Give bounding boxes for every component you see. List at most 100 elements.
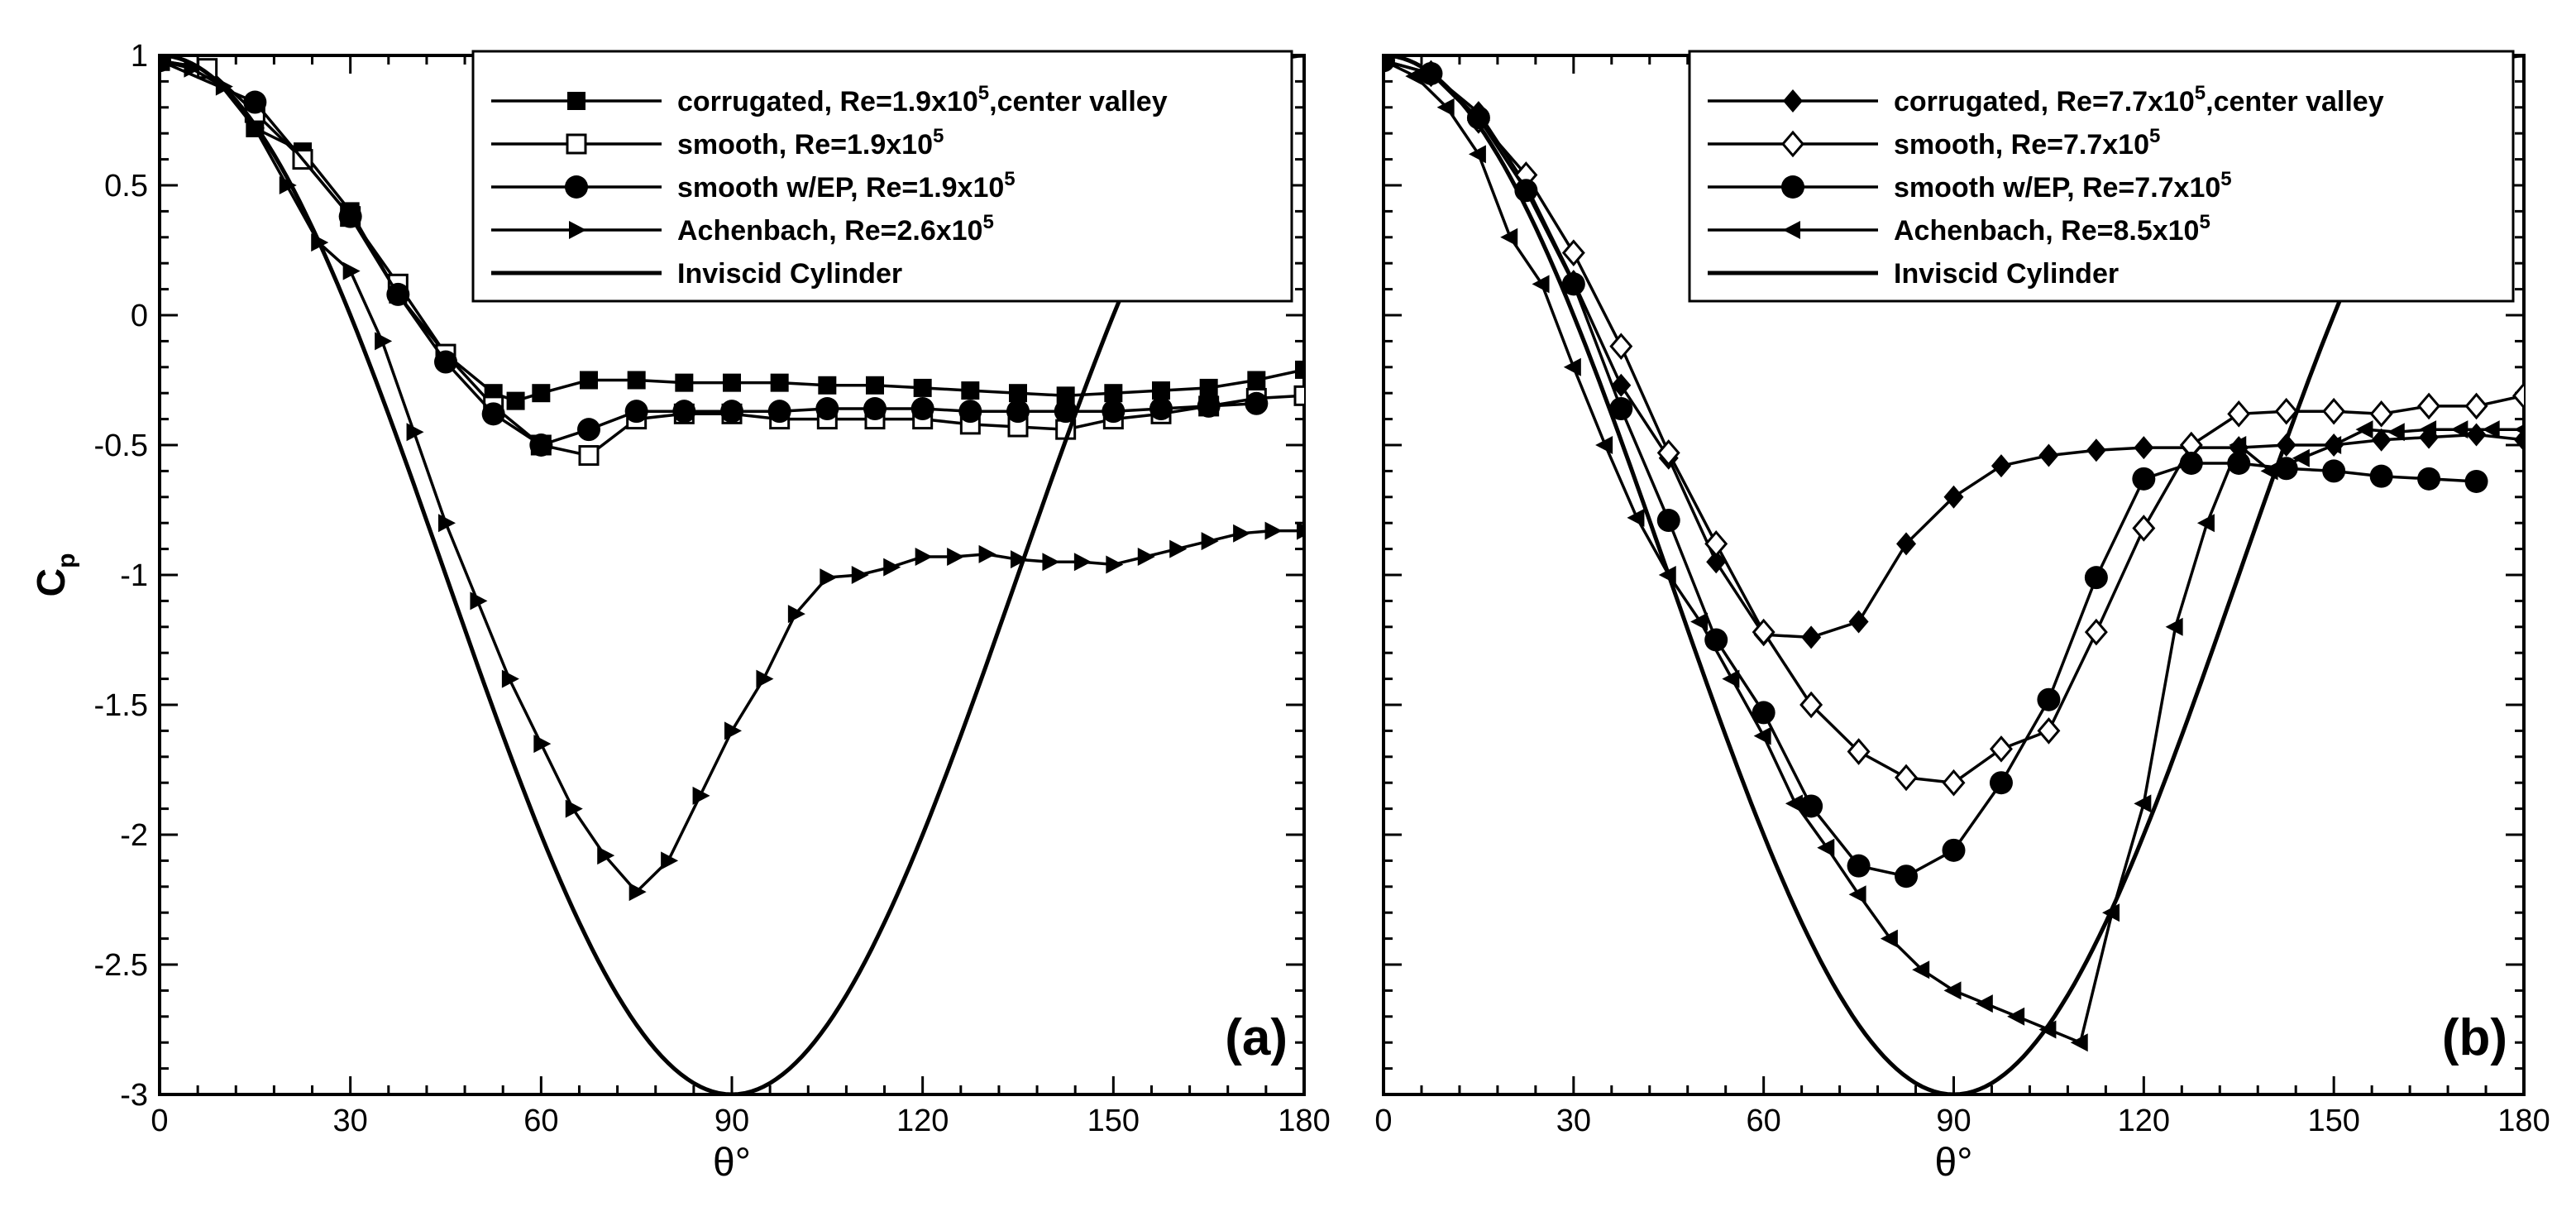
data-point [787, 605, 805, 624]
data-point [1801, 625, 1822, 649]
data-point [1297, 521, 1304, 540]
data-point [1943, 981, 1962, 1000]
x-tick-label: 0 [151, 1104, 168, 1138]
legend-label: smooth w/EP, Re=1.9x105 [677, 168, 1016, 204]
data-point [501, 669, 519, 688]
data-point [1706, 550, 1727, 574]
data-point [1073, 553, 1092, 572]
data-point [1233, 524, 1251, 543]
data-point [1104, 384, 1123, 403]
data-point [2084, 618, 2108, 646]
data-point [2165, 617, 2183, 636]
data-point [2274, 397, 2298, 425]
y-tick-label: -2.5 [94, 948, 148, 983]
legend-label: smooth, Re=1.9x105 [677, 125, 944, 160]
data-point [1942, 838, 1966, 862]
data-point [1468, 145, 1486, 164]
legend-label-sup: 5 [2195, 82, 2206, 104]
data-point [1975, 994, 1993, 1013]
data-point [342, 261, 361, 280]
data-point [1656, 439, 1680, 467]
data-point [958, 400, 982, 424]
data-point [406, 423, 424, 442]
panel-a: 0 30 60 90 120 150 180 1 0.5 0 -0.5 -1 -1.5 -2 -2.5 -3 θ… [30, 39, 1331, 1185]
data-point [2369, 400, 2393, 428]
data-point [243, 90, 267, 114]
data-point [1197, 394, 1221, 418]
legend-label-sup: 5 [2149, 125, 2160, 147]
series-group [1384, 55, 2524, 1094]
series-line-5 [1384, 55, 2524, 1094]
data-point [2417, 467, 2441, 491]
legend-label-main: Inviscid Cylinder [677, 258, 902, 290]
data-point [434, 350, 457, 374]
data-point [1561, 272, 1585, 296]
y-axis-title-sub: p [53, 553, 80, 568]
data-point [1943, 485, 1964, 509]
legend-label-main: smooth, Re=1.9x10 [677, 129, 933, 160]
legend-label-sup: 5 [1004, 168, 1015, 190]
legend-label: Achenbach, Re=8.5x105 [1894, 211, 2210, 247]
data-point [1245, 391, 1269, 415]
data-point [1595, 436, 1613, 454]
data-point [866, 376, 884, 395]
data-point [1201, 532, 1219, 551]
data-point [1264, 521, 1283, 540]
data-point [2179, 451, 2203, 475]
y-tick-label: 1 [131, 39, 148, 74]
data-point [2037, 717, 2061, 745]
data-point [580, 371, 598, 390]
data-point [1199, 378, 1218, 397]
legend-marker [1783, 221, 1800, 239]
data-point [1137, 548, 1155, 567]
legend-label-sup: 5 [2220, 168, 2231, 190]
legend-label: Inviscid Cylinder [677, 258, 902, 290]
data-point [2419, 420, 2437, 439]
data-point [672, 400, 696, 424]
data-point [1991, 454, 2011, 478]
data-point [1011, 550, 1028, 569]
y-axis-title: Cp [30, 553, 80, 597]
data-point [2134, 794, 2152, 813]
data-point [1848, 885, 1866, 904]
data-point [578, 445, 600, 467]
data-point [1848, 610, 1869, 634]
y-tick-label: -1 [120, 558, 148, 593]
data-point [1880, 929, 1898, 948]
data-point [470, 591, 488, 611]
legend-marker [565, 175, 588, 199]
data-point [815, 397, 839, 421]
data-point [1722, 669, 1740, 688]
data-point [375, 332, 393, 351]
data-point [1895, 864, 1919, 888]
data-point [2322, 397, 2346, 425]
legend-box [471, 50, 1293, 303]
data-point [2514, 428, 2524, 452]
x-tick-label: 90 [714, 1104, 749, 1138]
data-point [279, 176, 297, 194]
data-point [1609, 333, 1633, 360]
data-point [1989, 771, 2013, 795]
panel-label: (b) [2442, 1009, 2507, 1066]
data-point [386, 282, 410, 306]
data-point [1704, 628, 1728, 652]
data-point [1690, 612, 1709, 631]
legend-label-sup: 5 [978, 82, 989, 104]
data-point [1752, 618, 1775, 646]
data-point [1006, 400, 1030, 424]
data-point [624, 400, 648, 424]
x-tick-label: 90 [1936, 1104, 1971, 1138]
data-point [1106, 555, 1124, 574]
data-point [1042, 553, 1060, 572]
data-point [1561, 239, 1585, 266]
legend-label: Inviscid Cylinder [1894, 258, 2119, 290]
data-point [2322, 459, 2346, 483]
series-line-5 [160, 55, 1304, 1094]
data-point [2387, 423, 2405, 442]
y-tick-label: -3 [120, 1078, 148, 1113]
legend-box [1688, 50, 2515, 303]
legend-label: corrugated, Re=1.9x105,center valley [677, 82, 1168, 117]
x-tick-label: 150 [2307, 1104, 2359, 1138]
legend-label-main: corrugated, Re=1.9x10 [677, 86, 978, 117]
